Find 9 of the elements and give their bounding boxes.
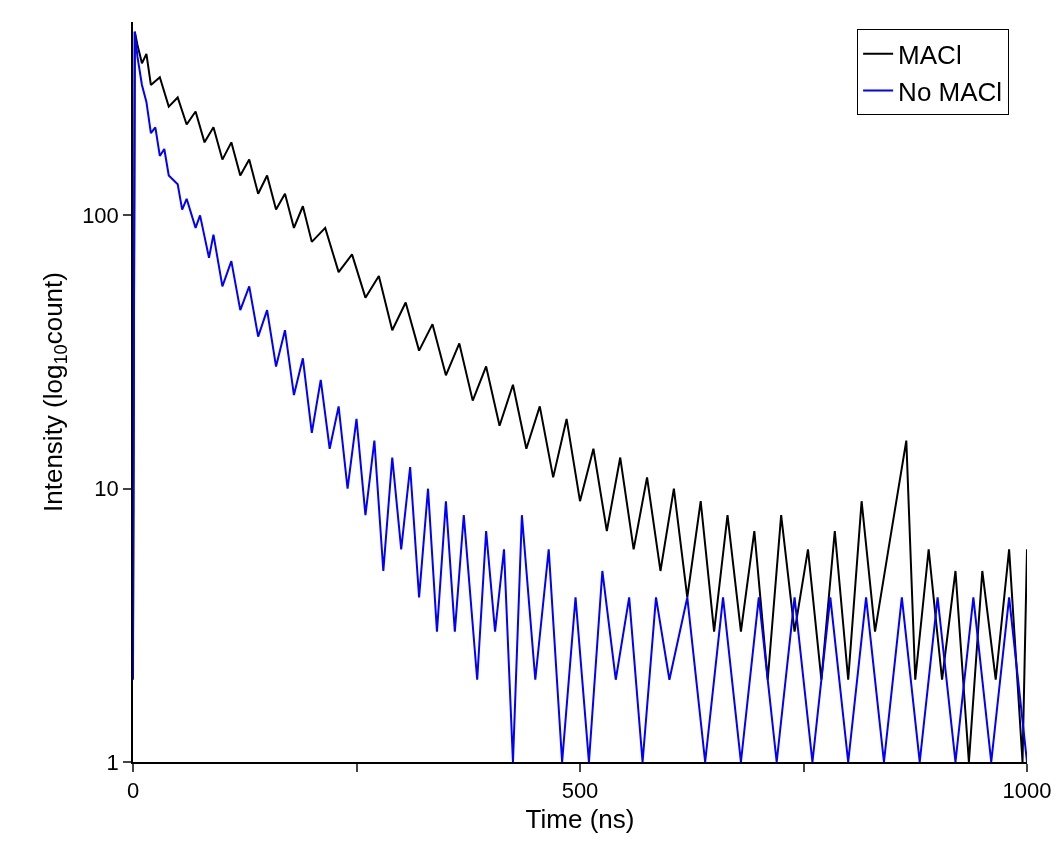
y-tick-label: 10 [94,476,119,502]
legend-label: MACl [898,39,962,70]
y-tick-label: 1 [106,749,119,775]
x-tick-label: 0 [126,778,140,804]
x-tick-label: 500 [561,778,599,804]
x-tick-label: 1000 [1002,778,1052,804]
y-tick-label: 100 [82,203,119,229]
legend-label: No MACl [898,76,1003,107]
x-axis-title: Time (ns) [525,804,635,835]
